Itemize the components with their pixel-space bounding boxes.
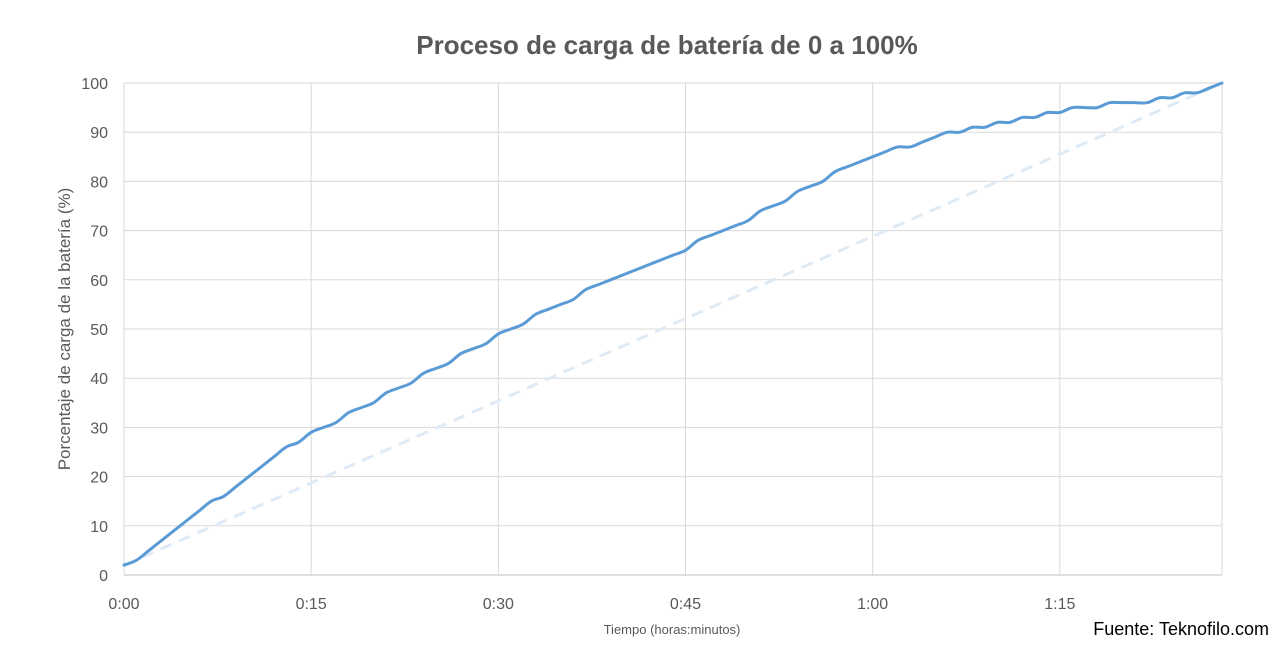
chart-title: Proceso de carga de batería de 0 a 100%	[416, 30, 917, 60]
x-axis-title: Tiempo (horas:minutos)	[604, 622, 741, 637]
y-axis-title: Porcentaje de carga de la batería (%)	[55, 188, 74, 471]
y-tick-label: 50	[90, 322, 108, 339]
series-line-solid	[122, 81, 1224, 567]
x-tick-label: 0:15	[296, 596, 327, 613]
x-tick-label: 0:45	[670, 596, 701, 613]
y-tick-labels: 0 10 20 30 40 50 60 70 80 90 100	[81, 76, 108, 585]
x-tick-label: 1:00	[857, 596, 888, 613]
y-tick-label: 10	[90, 519, 108, 536]
y-tick-label: 70	[90, 224, 108, 241]
series-line-dashed	[123, 81, 1223, 567]
y-tick-label: 0	[99, 568, 108, 585]
series-group	[122, 81, 1224, 567]
y-tick-label: 80	[90, 174, 108, 191]
x-tick-label: 1:15	[1044, 596, 1075, 613]
source-credit: Fuente: Teknofilo.com	[1093, 619, 1269, 639]
grid	[123, 82, 1223, 576]
y-tick-label: 20	[90, 470, 108, 487]
y-tick-label: 90	[90, 125, 108, 142]
y-tick-label: 60	[90, 273, 108, 290]
y-tick-label: 30	[90, 420, 108, 437]
y-tick-label: 100	[81, 76, 108, 93]
x-tick-labels: 0:00 0:15 0:30 0:45 1:00 1:15	[108, 596, 1075, 613]
y-tick-label: 40	[90, 371, 108, 388]
x-tick-label: 0:00	[108, 596, 139, 613]
x-tick-label: 0:30	[483, 596, 514, 613]
